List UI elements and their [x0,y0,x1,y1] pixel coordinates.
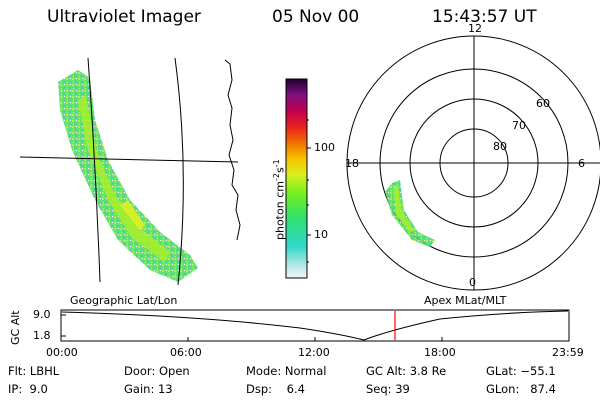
longitude-line-west [87,57,101,283]
gain-field: Gain: 13 [124,382,173,396]
aurora-oval-core [78,96,170,262]
colorbar [285,78,311,279]
coastline [224,59,241,241]
polar-map [346,35,600,291]
dsp-field: Dsp: 6.4 [246,382,305,396]
flt-field: Flt: LBHL [8,364,60,378]
altitude-y-bottom: 1.8 [33,329,51,342]
mlt-label-18: 18 [345,157,359,170]
mlat-label-70: 70 [512,119,526,132]
x-tick-1800: 18:00 [424,346,456,359]
time-label: 15:43:57 UT [432,7,537,27]
altitude-curve [61,310,569,341]
aurora-oval-polar [385,180,435,247]
mlt-label-0: 0 [469,276,476,289]
colorbar-tick-100: 100 [314,141,335,154]
colorbar-tick-10: 10 [314,228,328,241]
aurora-oval-geographic [58,70,198,282]
mlat-label-60: 60 [536,97,550,110]
altitude-plot [60,309,570,342]
mode-field: Mode: Normal [246,364,327,378]
longitude-line-east [174,57,184,286]
instrument-title: Ultraviolet Imager [47,7,201,27]
polar-caption: Apex MLat/MLT [424,294,507,307]
altitude-y-top: 9.0 [33,308,51,321]
altitude-ylabel: GC Alt [9,310,22,345]
colorbar-unit-label: photon cm-2s-1 [272,159,287,240]
x-tick-2359: 23:59 [552,346,584,359]
aurora-oval-inner [120,200,145,230]
glon-field: GLon: 87.4 [486,382,556,396]
glat-field: GLat: −55.1 [486,364,556,378]
x-tick-0000: 00:00 [46,346,78,359]
mlt-label-6: 6 [578,157,585,170]
aurora-oval-polar-core [393,186,414,233]
ip-field: IP: 9.0 [8,382,48,396]
latitude-line [19,156,239,163]
gcalt-field: GC Alt: 3.8 Re [366,364,447,378]
date-label: 05 Nov 00 [272,7,360,27]
geographic-map [19,57,241,286]
x-tick-1200: 12:00 [298,346,330,359]
mlat-label-80: 80 [493,140,507,153]
seq-field: Seq: 39 [366,382,410,396]
x-tick-0600: 06:00 [170,346,202,359]
colorbar-gradient [285,78,308,279]
mlt-label-12: 12 [468,22,482,35]
door-field: Door: Open [124,364,190,378]
geographic-caption: Geographic Lat/Lon [70,294,178,307]
